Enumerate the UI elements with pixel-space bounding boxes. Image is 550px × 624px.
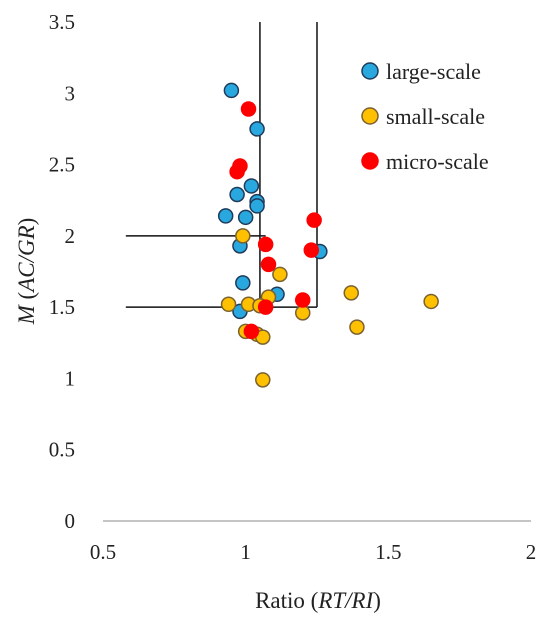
data-point-small-scale xyxy=(294,305,311,321)
large-scale-series xyxy=(217,82,328,320)
y-tick-label: 0.5 xyxy=(49,438,75,462)
data-point-micro-scale xyxy=(229,163,245,180)
y-tick-label: 3 xyxy=(65,81,76,105)
data-point-small-scale xyxy=(235,228,251,244)
data-point-micro-scale xyxy=(243,323,260,340)
legend: large-scale small-scale micro-scale xyxy=(361,59,489,174)
data-point-large-scale xyxy=(229,186,245,203)
y-tick-label: 0 xyxy=(65,509,76,533)
y-axis-title: M (AC/GR) xyxy=(14,218,39,326)
data-point-micro-scale xyxy=(306,212,322,228)
reference-lines xyxy=(125,22,318,308)
y-tick-label: 3.5 xyxy=(49,10,75,34)
data-point-micro-scale xyxy=(294,292,311,308)
y-tick-label: 1.5 xyxy=(49,295,75,319)
data-point-large-scale xyxy=(235,275,251,291)
legend-marker-small-scale xyxy=(361,107,379,125)
data-point-small-scale xyxy=(220,296,237,313)
y-tick-label: 2 xyxy=(65,224,76,248)
y-tick-labels: 0 0.5 1 1.5 2 2.5 3 3.5 xyxy=(49,10,75,533)
data-point-large-scale xyxy=(243,178,260,194)
x-tick-label: 0.5 xyxy=(90,540,116,564)
data-point-small-scale xyxy=(343,285,359,301)
x-axis-title: Ratio (RT/RI) xyxy=(255,588,381,613)
data-point-micro-scale xyxy=(240,101,257,117)
y-tick-label: 2.5 xyxy=(49,153,75,177)
x-tick-label: 1 xyxy=(240,540,251,564)
small-scale-series xyxy=(220,228,439,388)
data-point-small-scale xyxy=(255,372,271,388)
data-point-small-scale xyxy=(423,293,439,310)
y-tick-label: 1 xyxy=(65,366,76,390)
data-point-large-scale xyxy=(223,82,240,99)
data-point-large-scale xyxy=(249,121,265,137)
data-point-small-scale xyxy=(272,266,288,283)
data-points xyxy=(217,82,439,388)
axes: 0.5 1 1.5 2 0 0.5 1 1.5 2 2.5 3 3.5 xyxy=(49,10,537,564)
data-point-micro-scale xyxy=(257,299,274,315)
data-point-large-scale xyxy=(249,198,265,214)
data-point-micro-scale xyxy=(257,236,274,253)
data-point-micro-scale xyxy=(260,256,277,273)
legend-marker-large-scale xyxy=(361,62,379,80)
micro-scale-series xyxy=(229,101,322,340)
legend-marker-micro-scale xyxy=(361,152,379,170)
data-point-large-scale xyxy=(217,208,234,224)
x-tick-label: 2 xyxy=(526,540,537,564)
data-point-micro-scale xyxy=(303,242,320,258)
legend-label-small-scale: small-scale xyxy=(386,104,485,129)
data-point-small-scale xyxy=(349,319,365,335)
x-tick-labels: 0.5 1 1.5 2 xyxy=(90,540,536,564)
legend-label-micro-scale: micro-scale xyxy=(386,149,489,174)
legend-label-large-scale: large-scale xyxy=(386,59,481,84)
data-point-large-scale xyxy=(237,209,254,226)
x-tick-label: 1.5 xyxy=(375,540,401,564)
